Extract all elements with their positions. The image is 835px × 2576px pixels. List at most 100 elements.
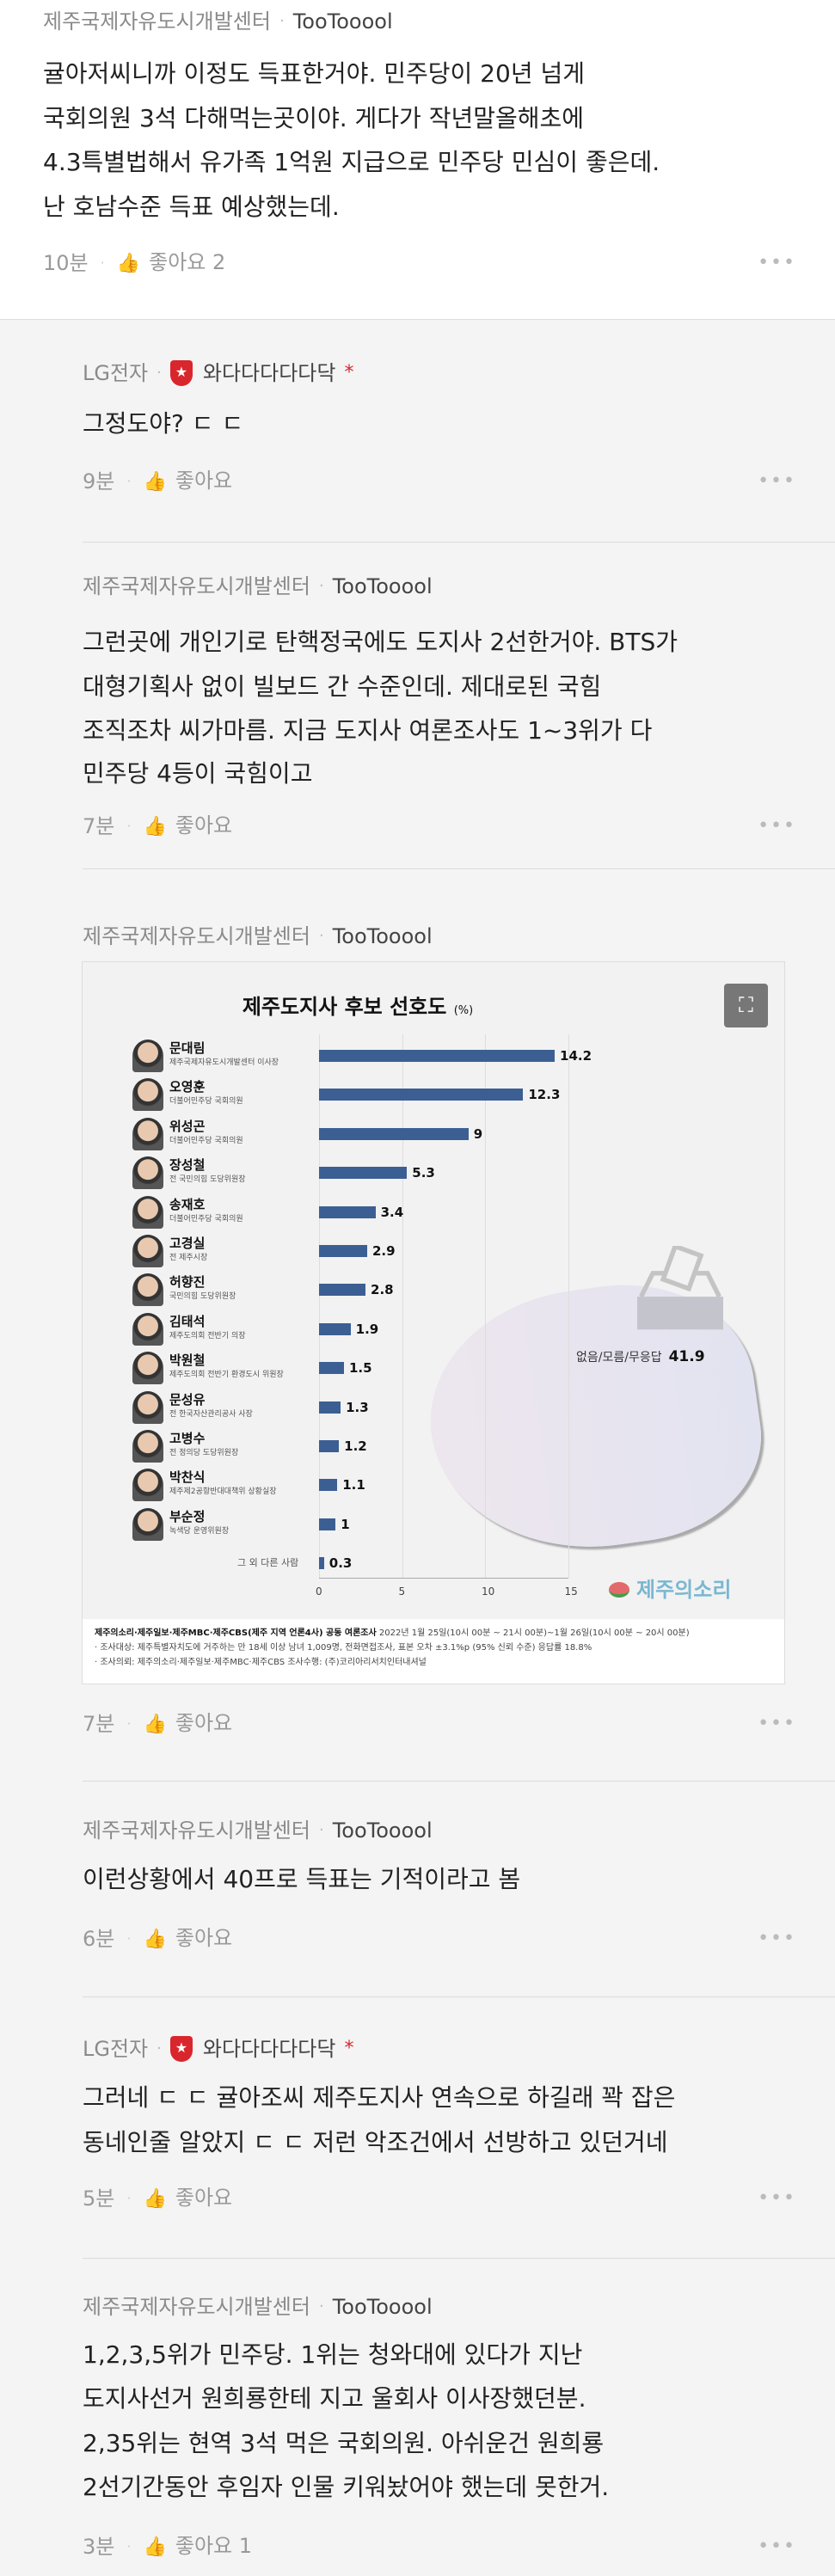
like-label: 좋아요: [175, 1926, 233, 1950]
like-label: 좋아요: [175, 2186, 233, 2210]
author-nickname[interactable]: TooTooool: [332, 574, 433, 598]
bar: [319, 1089, 524, 1101]
comment-text-line: 그러네 ㄷ ㄷ 귤아조씨 제주도지사 연속으로 하길래 꽉 잡은: [83, 2083, 676, 2112]
gridline: [319, 1034, 320, 1578]
bar: [319, 1557, 324, 1570]
bar-value-label: 1.3: [346, 1399, 369, 1415]
comment-meta: 제주국제자유도시개발센터 · TooTooool: [83, 1818, 433, 1843]
more-options-icon[interactable]: •••: [758, 1928, 796, 1949]
comment-text-line: 난 호남수준 득표 예상했는데.: [43, 193, 340, 221]
candidate-name: 박원철: [169, 1352, 206, 1369]
bar: [319, 1205, 376, 1218]
separator-dot: ·: [100, 255, 105, 271]
comment-footer: 3분 · 👍 좋아요 1: [83, 2534, 252, 2560]
comment-footer: 10분 · 👍 좋아요 2: [43, 250, 225, 276]
x-tick-label: 15: [564, 1585, 578, 1598]
more-options-icon[interactable]: •••: [758, 815, 796, 837]
comment-text-line: 그런곳에 개인기로 탄핵정국에도 도지사 2선한거야. BTS가: [83, 628, 678, 656]
comment-meta: 제주국제자유도시개발센터 · TooTooool: [43, 9, 393, 34]
more-options-icon[interactable]: •••: [758, 2536, 796, 2557]
author-nickname[interactable]: TooTooool: [332, 1819, 433, 1843]
gridline: [402, 1034, 403, 1578]
divider: [83, 1996, 835, 1997]
candidate-name: 장성철: [169, 1157, 206, 1174]
like-button[interactable]: 👍 좋아요: [143, 813, 232, 840]
separator-dot: ·: [126, 818, 132, 834]
x-tick-label: 0: [316, 1585, 322, 1598]
candidate-name: 부순정: [169, 1508, 206, 1524]
author-group[interactable]: 제주국제자유도시개발센터: [43, 9, 271, 34]
like-button[interactable]: 👍 좋아요: [143, 1710, 232, 1738]
candidate-name: 문성유: [169, 1391, 206, 1408]
bar: [319, 1322, 351, 1335]
more-options-icon[interactable]: •••: [758, 252, 796, 273]
no-answer-label: 없음/모름/무응답 41.9: [576, 1348, 705, 1365]
like-button[interactable]: 👍 좋아요: [143, 2185, 232, 2212]
x-tick-label: 5: [398, 1585, 406, 1598]
bar: [319, 1167, 408, 1180]
chart-image[interactable]: 제주도지사 후보 선호도 (%) ⛶ 없음/모름/무응답 41.9 0 5 10 15 문…: [82, 961, 785, 1684]
author-group[interactable]: 제주국제자유도시개발센터: [83, 574, 310, 598]
like-button[interactable]: 👍 좋아요 2: [117, 249, 226, 277]
candidate-photo: [132, 1040, 163, 1072]
author-nickname[interactable]: 와다다다다다닥: [202, 361, 336, 385]
logo-icon: [609, 1582, 629, 1598]
fullscreen-icon: ⛶: [739, 993, 753, 1017]
bar-value-label: 3.4: [380, 1204, 404, 1220]
bar: [319, 1440, 340, 1452]
author-group[interactable]: 제주국제자유도시개발센터: [83, 1819, 310, 1843]
author-group[interactable]: 제주국제자유도시개발센터: [83, 924, 310, 948]
bar: [319, 1518, 336, 1530]
candidate-name: 고경실: [169, 1236, 206, 1251]
author-group[interactable]: LG전자: [83, 361, 149, 385]
comment-meta: 제주국제자유도시개발센터 · TooTooool: [83, 2294, 433, 2320]
separator-dot: ·: [318, 1821, 324, 1839]
comment-meta: 제주국제자유도시개발센터 · TooTooool: [83, 923, 433, 949]
thumbs-up-icon: 👍: [143, 1714, 167, 1735]
candidate-role: 제주제2공항반대대책위 상황실장: [169, 1487, 277, 1497]
more-options-icon[interactable]: •••: [758, 1713, 796, 1734]
like-button[interactable]: 👍 좋아요: [143, 468, 232, 495]
comment-text-line: 이런상황에서 40프로 득표는 기적이라고 봄: [83, 1865, 521, 1893]
like-button[interactable]: 👍 좋아요: [143, 1925, 232, 1953]
thumbs-up-icon: 👍: [143, 2536, 167, 2558]
more-options-icon[interactable]: •••: [758, 2187, 796, 2209]
separator-dot: ·: [126, 1930, 132, 1947]
like-button[interactable]: 👍 좋아요 1: [143, 2533, 252, 2561]
candidate-name: 김태석: [169, 1313, 206, 1329]
fullscreen-button[interactable]: ⛶: [724, 984, 768, 1027]
comment-meta: LG전자 · ★ 와다다다다다닥 *: [83, 360, 353, 386]
top-comment-bg: [0, 0, 835, 320]
thumbs-up-icon: 👍: [116, 253, 141, 274]
separator-dot: ·: [157, 2039, 162, 2058]
author-group[interactable]: LG전자: [83, 2037, 149, 2061]
candidate-name: 오영훈: [169, 1079, 206, 1095]
author-nickname[interactable]: TooTooool: [332, 2295, 433, 2319]
candidate-photo: [132, 1352, 163, 1385]
candidate-role: 제주도의회 전반기 환경도시 위원장: [169, 1371, 284, 1380]
author-nickname[interactable]: TooTooool: [332, 924, 433, 948]
comment-text-line: 조직조차 씨가마름. 지금 도지사 여론조사도 1~3위가 다: [83, 716, 653, 745]
author-nickname[interactable]: 와다다다다다닥: [202, 2037, 336, 2061]
thumbs-up-icon: 👍: [143, 1929, 167, 1950]
separator-dot: ·: [279, 12, 285, 30]
author-nickname[interactable]: TooTooool: [292, 9, 393, 34]
candidate-name: 박찬식: [169, 1469, 206, 1486]
candidate-role: 전 한국자산관리공사 사장: [169, 1409, 253, 1419]
bar-value-label: 2.9: [371, 1243, 396, 1259]
divider: [83, 1781, 835, 1782]
candidate-role: 더불어민주당 국회의원: [169, 1097, 243, 1107]
more-options-icon[interactable]: •••: [758, 470, 796, 492]
bar-value-label: 12.3: [528, 1087, 561, 1103]
author-group[interactable]: 제주국제자유도시개발센터: [83, 2295, 310, 2319]
comment-text-line: 귤아저씨니까 이정도 득표한거야. 민주당이 20년 넘게: [43, 59, 585, 88]
divider: [83, 2258, 835, 2259]
candidate-role: 더불어민주당 국회의원: [169, 1214, 243, 1224]
comment-time: 7분: [83, 1712, 115, 1736]
separator-dot: ·: [126, 473, 132, 489]
separator-dot: ·: [318, 577, 324, 595]
candidate-name: 고병수: [169, 1431, 206, 1446]
candidate-photo: [132, 1156, 163, 1190]
candidate-role: 전 제주시장: [169, 1254, 208, 1262]
candidate-role: 제주국제자유도시개발센터 이사장: [169, 1058, 279, 1067]
